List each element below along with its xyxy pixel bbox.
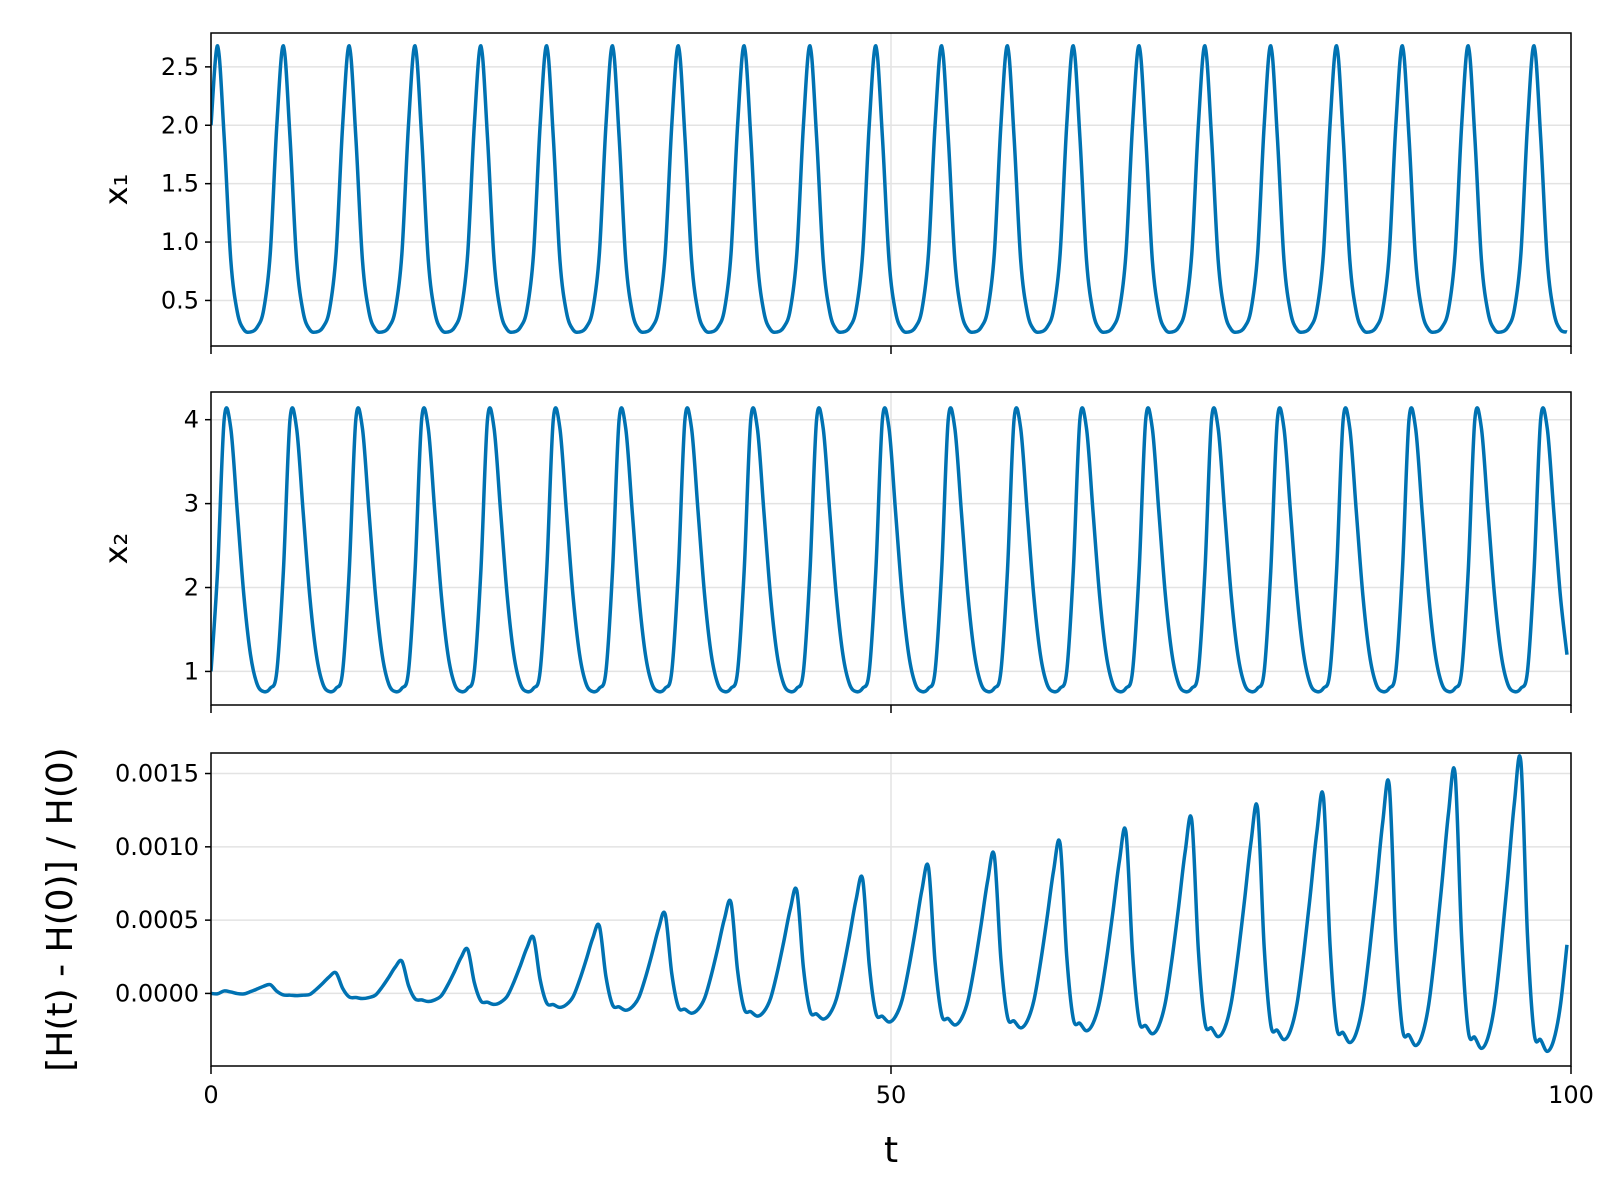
y-tick-label: 0.0010 [115,833,199,861]
y-axis-label: x₁ [97,174,135,206]
y-tick-label: 1.0 [161,228,199,256]
y-tick-label: 4 [184,406,199,434]
y-tick-label: 1.5 [161,170,199,198]
y-tick-label: 0.5 [161,286,199,314]
y-tick-label: 2 [184,574,199,602]
y-tick-label: 0.0005 [115,906,199,934]
data-line [211,406,1569,694]
y-tick-label: 2.0 [161,111,199,139]
y-axis-label: [H(t) - H(0)] / H(0) [40,747,81,1071]
y-tick-label: 1 [184,657,199,685]
data-line [211,44,1568,335]
x-tick-label: 0 [203,1081,218,1109]
x-tick-label: 100 [1548,1081,1594,1109]
y-axis-label: x₂ [97,533,135,565]
y-tick-label: 0.0015 [115,760,199,788]
data-line [211,754,1569,1054]
x-axis-label: t [884,1130,898,1171]
y-tick-label: 2.5 [161,53,199,81]
y-tick-label: 3 [184,490,199,518]
x-tick-label: 50 [876,1081,907,1109]
y-tick-label: 0.0000 [115,979,199,1007]
